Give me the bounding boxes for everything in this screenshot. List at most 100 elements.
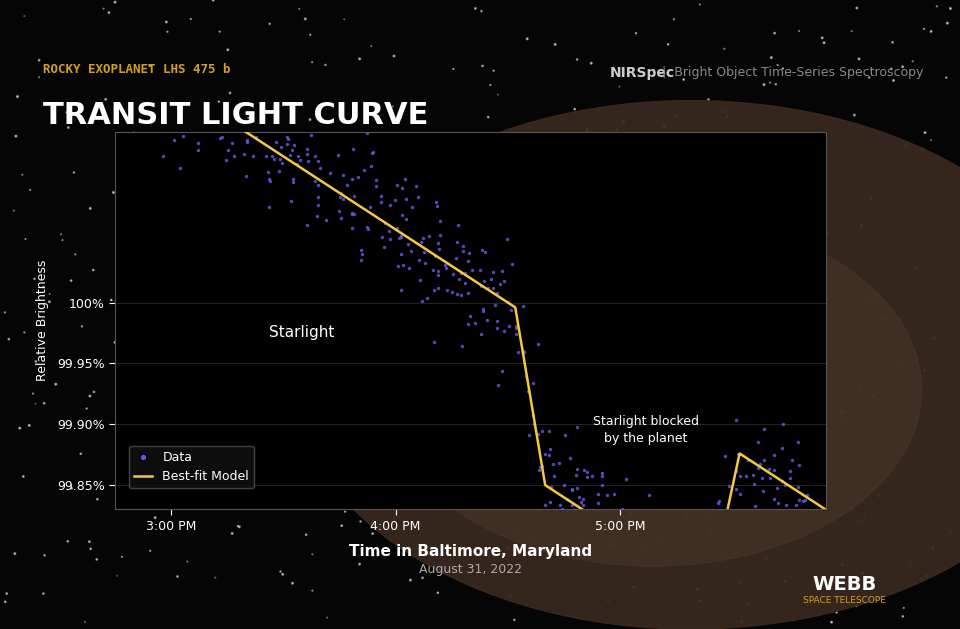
Point xyxy=(183,14,199,24)
Point xyxy=(788,500,804,510)
Point xyxy=(299,149,314,159)
Point xyxy=(566,554,582,564)
Point xyxy=(689,584,705,594)
Point xyxy=(395,209,410,220)
Point xyxy=(347,191,362,201)
Point xyxy=(564,499,579,509)
Point xyxy=(83,544,98,554)
Point xyxy=(311,156,326,166)
Point xyxy=(428,197,444,207)
Point xyxy=(403,250,419,260)
Point xyxy=(521,430,537,440)
Point xyxy=(557,479,572,489)
Point xyxy=(864,193,879,203)
Point xyxy=(345,174,360,184)
Point xyxy=(426,337,442,347)
Point xyxy=(303,130,319,140)
Point xyxy=(218,155,233,165)
Point xyxy=(468,3,483,13)
Point xyxy=(698,509,713,520)
Point xyxy=(661,469,677,479)
Point xyxy=(331,206,347,216)
Point xyxy=(16,11,32,21)
Point xyxy=(223,88,238,98)
Point xyxy=(610,518,625,528)
Point xyxy=(834,560,850,570)
Point xyxy=(349,306,365,316)
Point xyxy=(770,60,785,70)
Point xyxy=(415,296,430,306)
Point xyxy=(282,150,298,160)
Point xyxy=(856,509,872,520)
Point xyxy=(594,468,610,478)
Point xyxy=(576,534,591,544)
Point xyxy=(180,557,195,567)
Point xyxy=(430,266,445,276)
Point xyxy=(269,122,284,132)
Point xyxy=(323,169,338,179)
Point xyxy=(494,366,510,376)
Point xyxy=(750,437,765,447)
Point xyxy=(454,290,469,300)
Point xyxy=(184,346,200,356)
Point xyxy=(191,52,206,62)
Point xyxy=(302,114,318,125)
Point xyxy=(205,0,221,5)
Point xyxy=(74,321,89,331)
Point xyxy=(142,60,157,70)
Text: ROCKY EXOPLANET LHS 475 b: ROCKY EXOPLANET LHS 475 b xyxy=(43,63,230,76)
Point xyxy=(0,308,12,318)
Point xyxy=(176,81,191,91)
Point xyxy=(756,464,771,474)
Point xyxy=(564,484,580,494)
Point xyxy=(394,232,409,242)
Point xyxy=(776,419,791,429)
Point xyxy=(85,265,101,275)
Point xyxy=(944,528,959,538)
Point xyxy=(607,489,622,499)
Point xyxy=(929,1,945,11)
Point xyxy=(943,3,958,13)
Point xyxy=(275,159,290,169)
Text: WEBB: WEBB xyxy=(813,576,876,594)
Point xyxy=(865,391,880,401)
Point xyxy=(390,181,405,191)
Point xyxy=(225,370,240,381)
Point xyxy=(486,282,501,292)
Point xyxy=(227,392,242,402)
Point xyxy=(525,543,540,553)
Point xyxy=(579,472,594,482)
Point xyxy=(270,121,285,131)
Point xyxy=(398,194,414,204)
Point xyxy=(469,480,485,490)
Point xyxy=(877,314,893,324)
Point xyxy=(668,110,684,120)
Point xyxy=(510,530,525,540)
Point xyxy=(551,458,566,468)
Point xyxy=(272,151,287,161)
Point xyxy=(799,490,814,500)
Point xyxy=(626,582,641,593)
Point xyxy=(142,423,157,433)
Point xyxy=(186,98,202,108)
Point xyxy=(500,297,516,307)
Point xyxy=(393,113,408,123)
Point xyxy=(804,480,819,490)
Point xyxy=(285,578,300,588)
Point xyxy=(852,384,868,394)
Point xyxy=(580,124,595,134)
Point xyxy=(369,181,384,191)
Point xyxy=(790,437,805,447)
Point xyxy=(795,404,810,415)
Point xyxy=(712,517,728,527)
Point xyxy=(660,396,676,406)
Point xyxy=(132,118,148,128)
Point xyxy=(481,112,496,122)
Point xyxy=(9,131,24,141)
Point xyxy=(451,274,467,284)
Point xyxy=(318,60,333,70)
Text: Starlight blocked
by the planet: Starlight blocked by the planet xyxy=(593,415,699,445)
Point xyxy=(488,421,503,431)
Point xyxy=(294,84,309,94)
Point xyxy=(756,521,772,532)
